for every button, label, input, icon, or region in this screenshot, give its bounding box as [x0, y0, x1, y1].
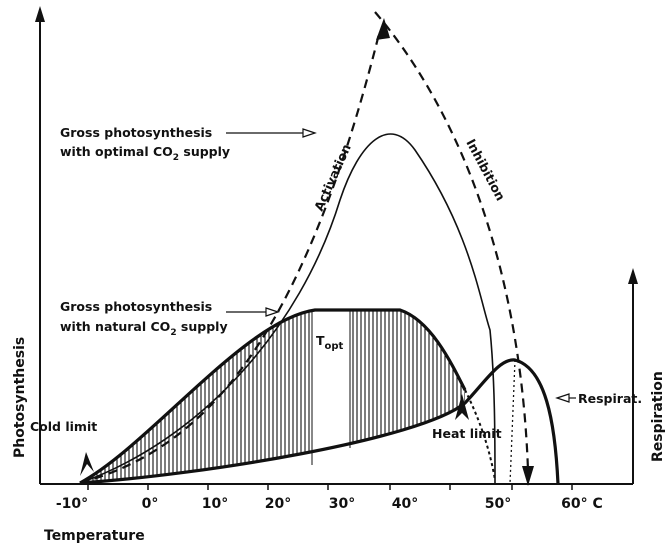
inhibition-label: Inhibition [463, 136, 508, 203]
activation-dashed-curve [79, 29, 382, 485]
optimal-co2-photosynthesis-curve [79, 133, 496, 485]
x-tick-label: 0° [142, 496, 159, 512]
x-tick-label: 20° [265, 496, 291, 512]
x-tick-label: 50° [485, 496, 511, 512]
respiration-heat-dotted-drop [509, 359, 516, 485]
inhibition-arrowhead [522, 466, 534, 486]
heat-limit-marker [455, 394, 469, 420]
cold-limit-marker [80, 452, 94, 476]
respiration-curve [79, 358, 560, 485]
natural-pointer-head [265, 307, 280, 317]
activation-arrowhead [376, 18, 390, 40]
t-opt-label: Topt [316, 333, 344, 352]
x-tick-label: 40° [392, 496, 418, 512]
heat-limit-label: Heat limit [432, 426, 502, 441]
optimal-co2-label-line1: Gross photosynthesis [60, 125, 212, 140]
x-tick-label: 10° [202, 496, 228, 512]
respiration-pointer-head [555, 393, 570, 403]
net-photosynthesis-hatch-left [80, 310, 312, 483]
x-tick-marks [87, 484, 573, 490]
natural-co2-label-line1: Gross photosynthesis [60, 299, 212, 314]
x-tick-label: 60° C [561, 496, 603, 512]
y-axis-label-right: Respiration [650, 371, 666, 462]
natural-co2-curve-dotted-tail [464, 389, 496, 481]
x-tick-label: 30° [329, 496, 355, 512]
inhibition-dashed-curve [374, 11, 530, 471]
natural-co2-label-line2: with natural CO2 supply [60, 319, 228, 338]
x-tick-label: -10° [56, 496, 88, 512]
net-photosynthesis-hatch-right [350, 310, 465, 444]
optimal-pointer-head [302, 128, 317, 138]
y-axis-arrowhead [35, 6, 45, 22]
x-axis-label: Temperature [44, 528, 145, 544]
natural-co2-photosynthesis-curve [79, 308, 467, 485]
optimal-co2-label-line2: with optimal CO2 supply [60, 144, 230, 163]
activation-label: Activation [311, 142, 354, 214]
cold-limit-label: Cold limit [30, 419, 97, 434]
y-axis-label-left: Photosynthesis [12, 337, 28, 458]
respiration-axis-arrowhead [628, 268, 638, 284]
respiration-curve-label: Respirat. [578, 391, 642, 406]
